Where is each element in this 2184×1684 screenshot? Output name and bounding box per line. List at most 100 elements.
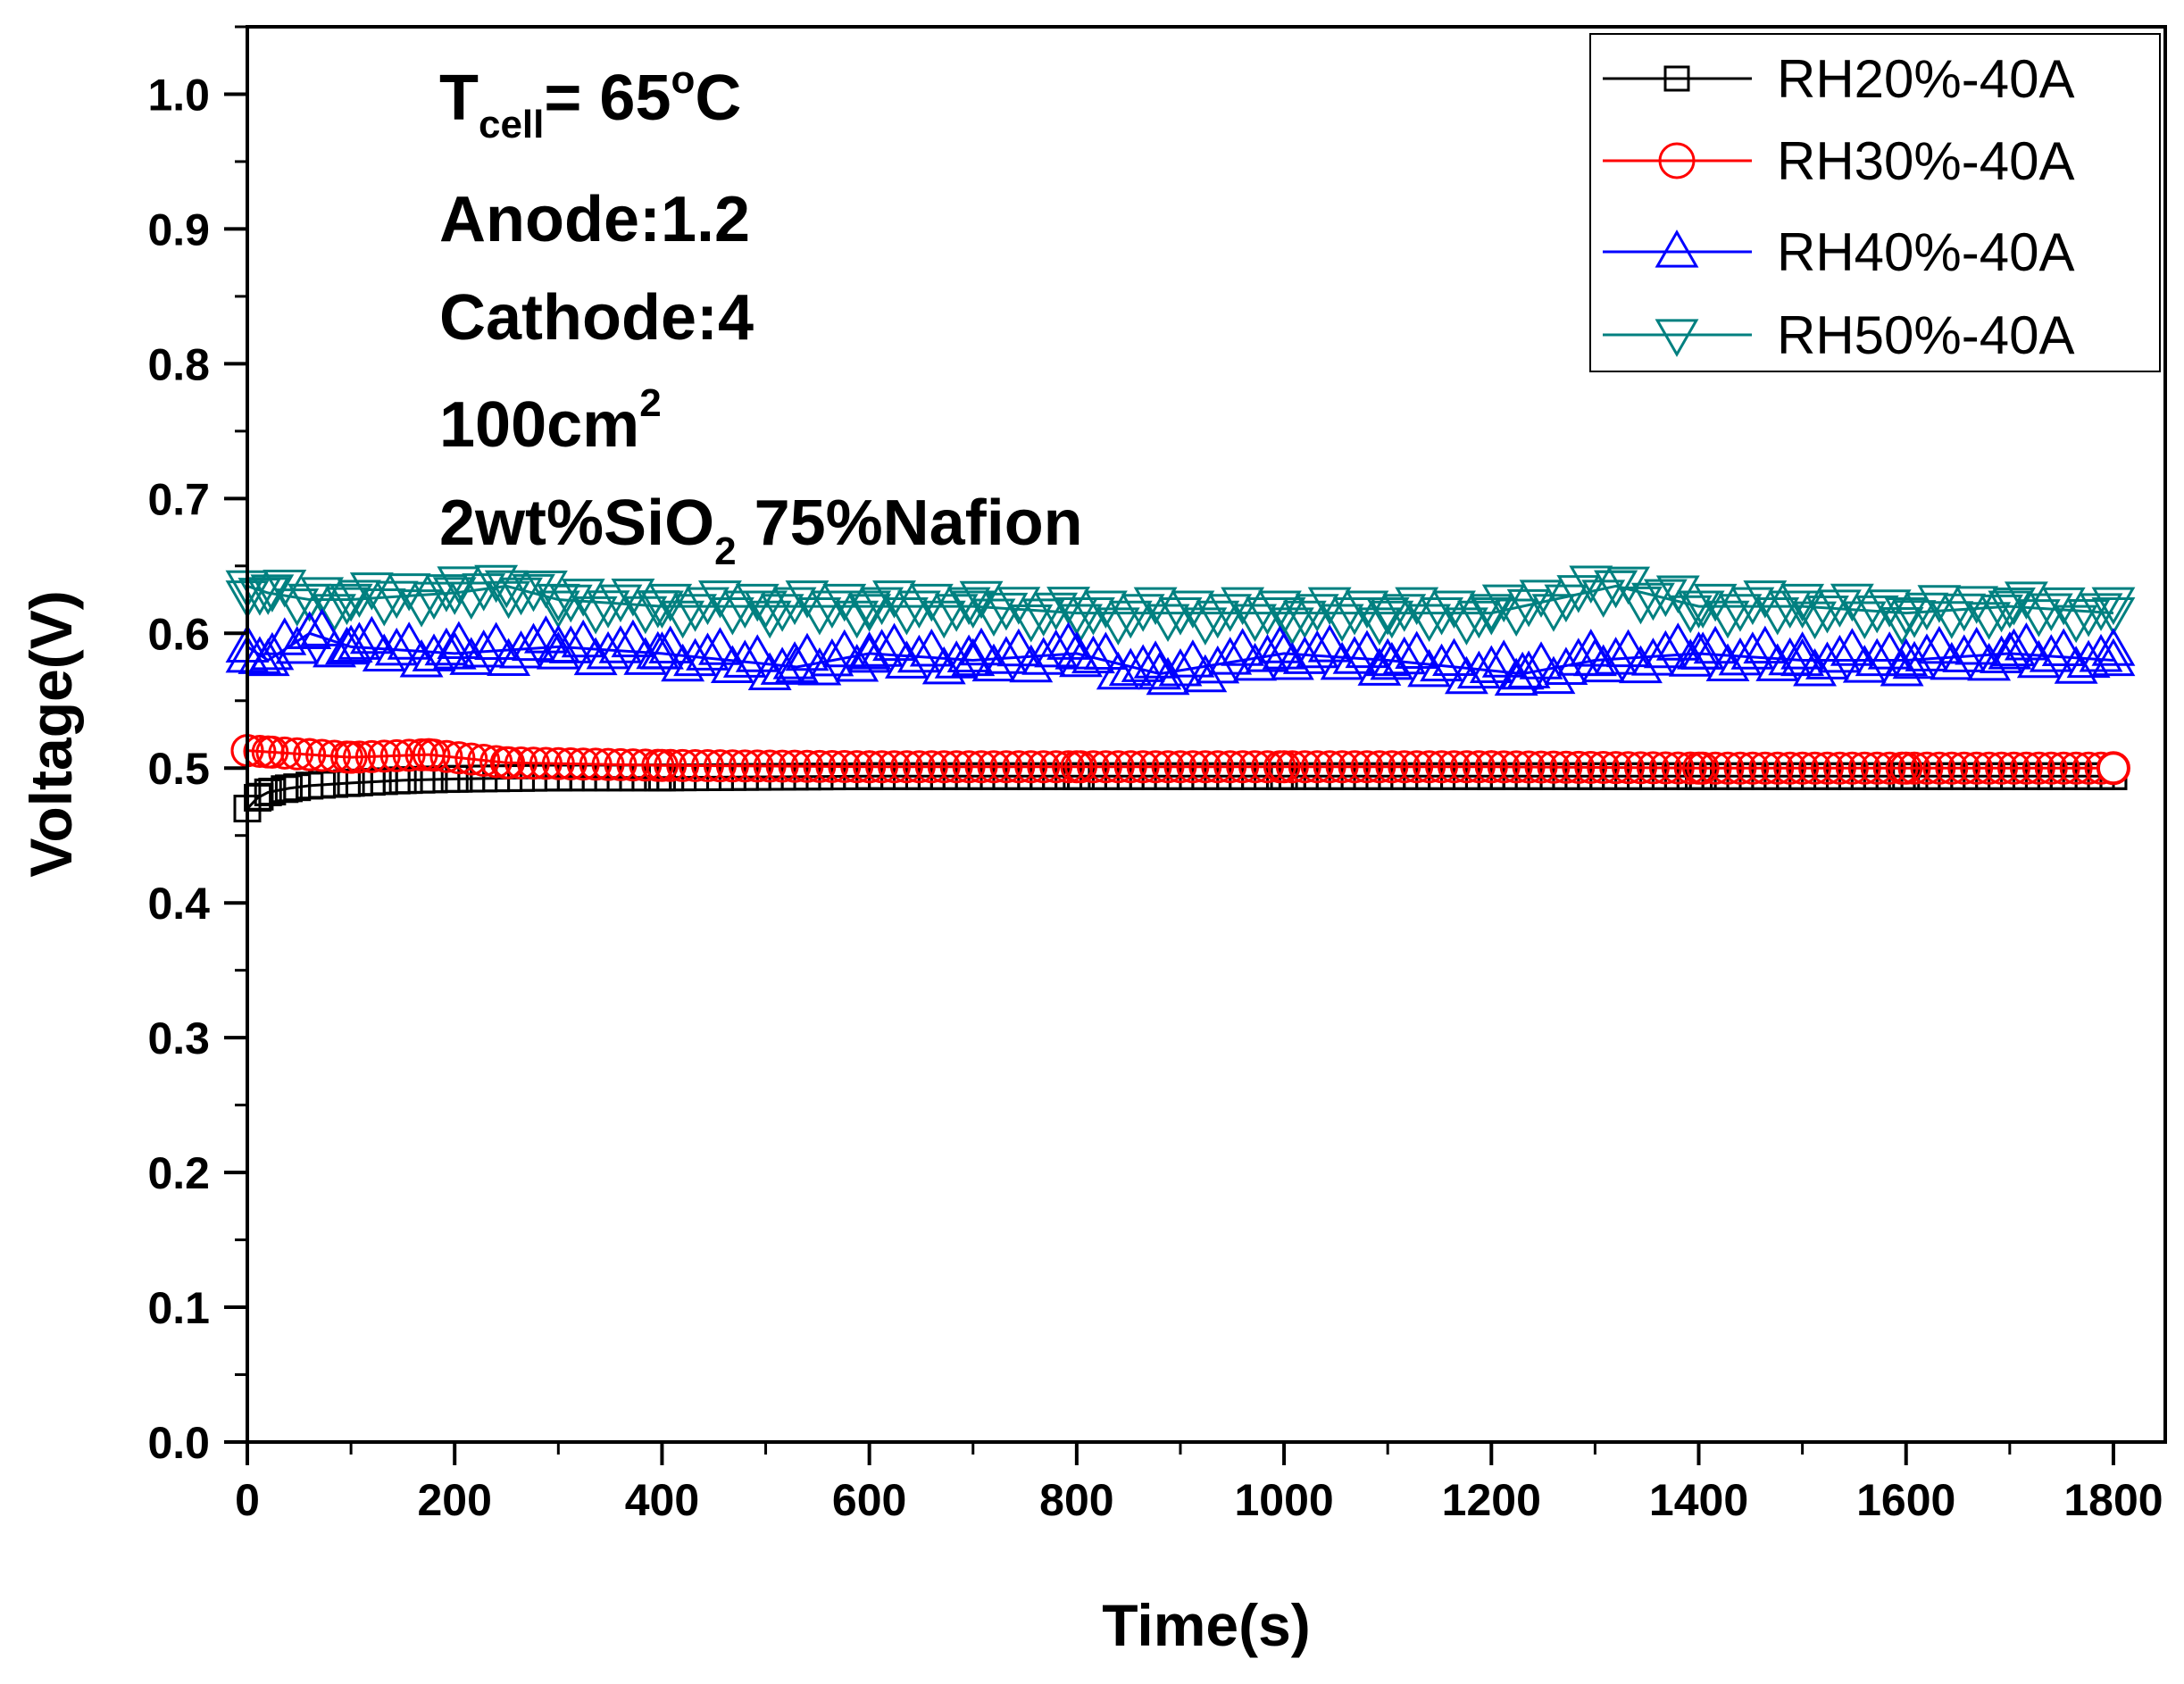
series-point <box>1449 750 1483 784</box>
legend-items: RH20%-40A RH30%-40A RH40%-40A RH50%-40A <box>1603 49 2075 365</box>
series-point <box>1469 596 1513 636</box>
series-point <box>329 583 373 622</box>
series-point <box>342 740 376 774</box>
series-point <box>939 750 973 784</box>
series-point <box>1151 750 1185 784</box>
x-tick-label: 200 <box>417 1475 491 1525</box>
series-point <box>499 630 543 669</box>
series-point <box>728 749 762 783</box>
x-tick-label: 600 <box>832 1475 906 1525</box>
series-point <box>1594 637 1638 675</box>
series-point <box>541 746 575 780</box>
series-point <box>735 634 779 672</box>
series-point <box>1481 639 1526 678</box>
series-point <box>1884 638 1929 677</box>
x-tick-label: 800 <box>1039 1475 1113 1525</box>
series-point <box>639 590 684 629</box>
series-point <box>325 587 369 626</box>
series-point <box>251 735 285 769</box>
annotation-membrane-subscript: 2 <box>714 529 736 573</box>
series-point <box>971 598 1016 638</box>
series-point <box>1183 607 1228 646</box>
series-point <box>1176 750 1210 784</box>
series-point <box>591 747 625 781</box>
series-point <box>487 638 531 676</box>
series-point <box>722 639 767 678</box>
series-point <box>1822 751 1856 785</box>
legend-marker <box>1663 65 1690 92</box>
series-point <box>1251 750 1285 784</box>
series-point <box>828 750 862 784</box>
series-point <box>1810 751 1844 785</box>
series-point <box>1313 750 1346 784</box>
series-point <box>246 638 290 677</box>
series-point <box>274 774 303 803</box>
series-point <box>1677 631 1721 670</box>
series-point <box>318 739 352 773</box>
series-point <box>1698 751 1732 785</box>
series-point <box>536 583 580 622</box>
series-point <box>1967 642 2012 681</box>
series-point <box>1842 645 1887 683</box>
series-point <box>1980 635 2023 673</box>
series-point <box>1581 644 1626 683</box>
series-point <box>1619 645 1663 684</box>
series-point <box>847 594 892 632</box>
series-point <box>1357 607 1402 646</box>
series-point <box>1432 638 1476 677</box>
series-point <box>296 771 324 800</box>
series-point <box>1677 590 1721 629</box>
series-point <box>275 588 320 627</box>
series-point <box>529 746 563 780</box>
series-point <box>300 608 345 646</box>
series-point <box>1572 638 1617 677</box>
legend-item: RH40%-40A <box>1603 222 2075 282</box>
series-point <box>337 621 381 660</box>
series-point <box>629 748 663 782</box>
series-point <box>1817 634 1862 673</box>
series-layer <box>225 564 2136 823</box>
x-tick-label: 1000 <box>1234 1475 1333 1525</box>
series-point <box>847 590 892 629</box>
series-point <box>1113 750 1147 784</box>
series-point <box>1275 750 1309 784</box>
series-point <box>2066 598 2111 638</box>
x-tick-label: 0 <box>235 1475 260 1525</box>
series-point <box>1512 750 1546 784</box>
series-point <box>1905 633 1949 671</box>
series-point <box>449 637 494 675</box>
series-point <box>1054 596 1099 636</box>
series-point <box>1052 750 1086 784</box>
series-point <box>1320 604 1364 643</box>
series-point <box>902 750 936 784</box>
series-point <box>2004 621 2048 661</box>
series-point <box>516 746 550 780</box>
series-point <box>1847 751 1881 785</box>
series-point <box>1636 751 1670 785</box>
series-point <box>1761 751 1795 785</box>
series-point <box>2021 751 2055 785</box>
legend-marker <box>1655 229 1699 268</box>
series-point <box>1060 750 1094 784</box>
series-point <box>379 738 413 772</box>
series-point <box>1988 590 2032 629</box>
series-point <box>1500 651 1545 690</box>
series-point <box>964 750 998 784</box>
x-tick-label: 1600 <box>1856 1475 1955 1525</box>
series-point <box>1413 750 1446 784</box>
series-point <box>263 570 307 608</box>
series-point <box>392 738 426 772</box>
series-point <box>288 611 332 649</box>
series-point <box>1619 586 1663 625</box>
series-point <box>399 589 444 628</box>
series-point <box>1643 629 1688 669</box>
series-point <box>790 749 824 783</box>
y-axis-ticks: 0.0 0.1 0.2 0.3 0.4 0.5 0.6 0.7 0.8 0.9 1.0 <box>147 25 247 1468</box>
series-point <box>1158 596 1203 636</box>
series-point <box>1892 600 1937 638</box>
series-point <box>1083 631 1128 670</box>
y-tick-label: 0.5 <box>147 744 210 794</box>
annotation-area-main: 100cm <box>439 389 639 461</box>
series-point <box>243 735 277 769</box>
